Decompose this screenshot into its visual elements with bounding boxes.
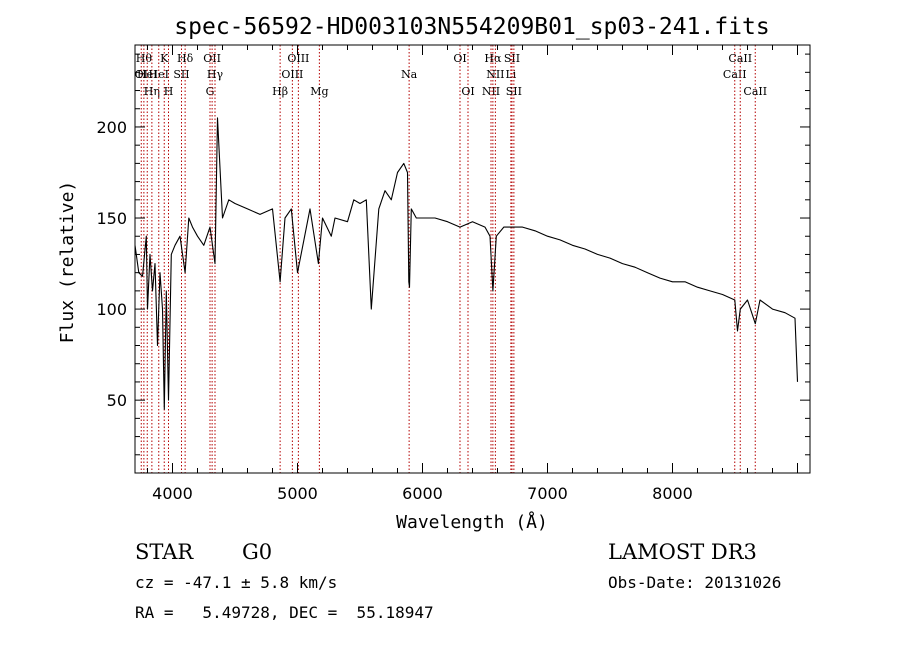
line-label-1: Hθ: [136, 52, 153, 65]
y-tick-label-150: 150: [96, 209, 127, 228]
x-tick-label-4000: 4000: [152, 484, 193, 503]
redshift-velocity: cz = -47.1 ± 5.8 km/s: [135, 573, 338, 592]
line-label-12: Hβ: [272, 85, 288, 98]
y-tick-label-200: 200: [96, 118, 127, 137]
x-tick-label-5000: 5000: [277, 484, 318, 503]
chart-title: spec-56592-HD003103N554209B01_sp03-241.f…: [174, 14, 769, 40]
line-label-23: SII: [504, 52, 520, 65]
axis-ticks: 4000 5000 6000 7000 8000 50 100 150 200: [96, 45, 810, 503]
y-tick-label-50: 50: [107, 391, 127, 410]
line-label-26: CaII: [728, 52, 752, 65]
line-label-4: HeI: [149, 68, 169, 81]
spectrum-series: [134, 117, 799, 410]
line-label-27: CaII: [743, 85, 767, 98]
y-axis-label: Flux (relative): [57, 181, 78, 344]
object-class: STAR: [135, 540, 194, 564]
x-tick-label-6000: 6000: [402, 484, 443, 503]
line-label-24: SII: [506, 85, 522, 98]
line-label-19: NII: [482, 85, 500, 98]
line-label-18: OI: [461, 85, 474, 98]
line-label-3: Hη: [144, 85, 160, 98]
line-label-13: OIII: [281, 68, 303, 81]
line-label-22: Li: [505, 68, 516, 81]
line-label-6: H: [164, 85, 174, 98]
x-tick-label-8000: 8000: [652, 484, 693, 503]
line-label-25: CaII: [723, 68, 747, 81]
observation-date: Obs-Date: 20131026: [608, 573, 782, 592]
line-label-20: Hα: [484, 52, 502, 65]
spectrum-line: [134, 117, 799, 410]
x-axis-label: Wavelength (Å): [396, 511, 548, 533]
line-label-14: OIII: [287, 52, 309, 65]
emission-line-markers: OIHθHeIHηHeIKHSIIHδGOIIHγHβOIIIOIIIMgNaO…: [135, 45, 767, 473]
line-label-5: K: [160, 52, 169, 65]
line-label-11: Hγ: [207, 68, 224, 81]
x-tick-label-7000: 7000: [527, 484, 568, 503]
line-label-17: OI: [453, 52, 466, 65]
line-label-9: G: [206, 85, 215, 98]
line-label-8: Hδ: [177, 52, 194, 65]
plot-frame: [134, 44, 811, 474]
line-label-10: OII: [203, 52, 221, 65]
line-label-7: SII: [173, 68, 189, 81]
line-label-0: OI: [135, 68, 148, 81]
plot-border: [134, 44, 811, 474]
line-label-16: Na: [401, 68, 418, 81]
survey-name: LAMOST DR3: [608, 540, 757, 564]
line-label-15: Mg: [310, 85, 328, 98]
y-tick-label-100: 100: [96, 300, 127, 319]
object-subclass: G0: [242, 540, 273, 564]
line-label-21: NII: [486, 68, 504, 81]
coordinates: RA = 5.49728, DEC = 55.18947: [135, 603, 434, 622]
